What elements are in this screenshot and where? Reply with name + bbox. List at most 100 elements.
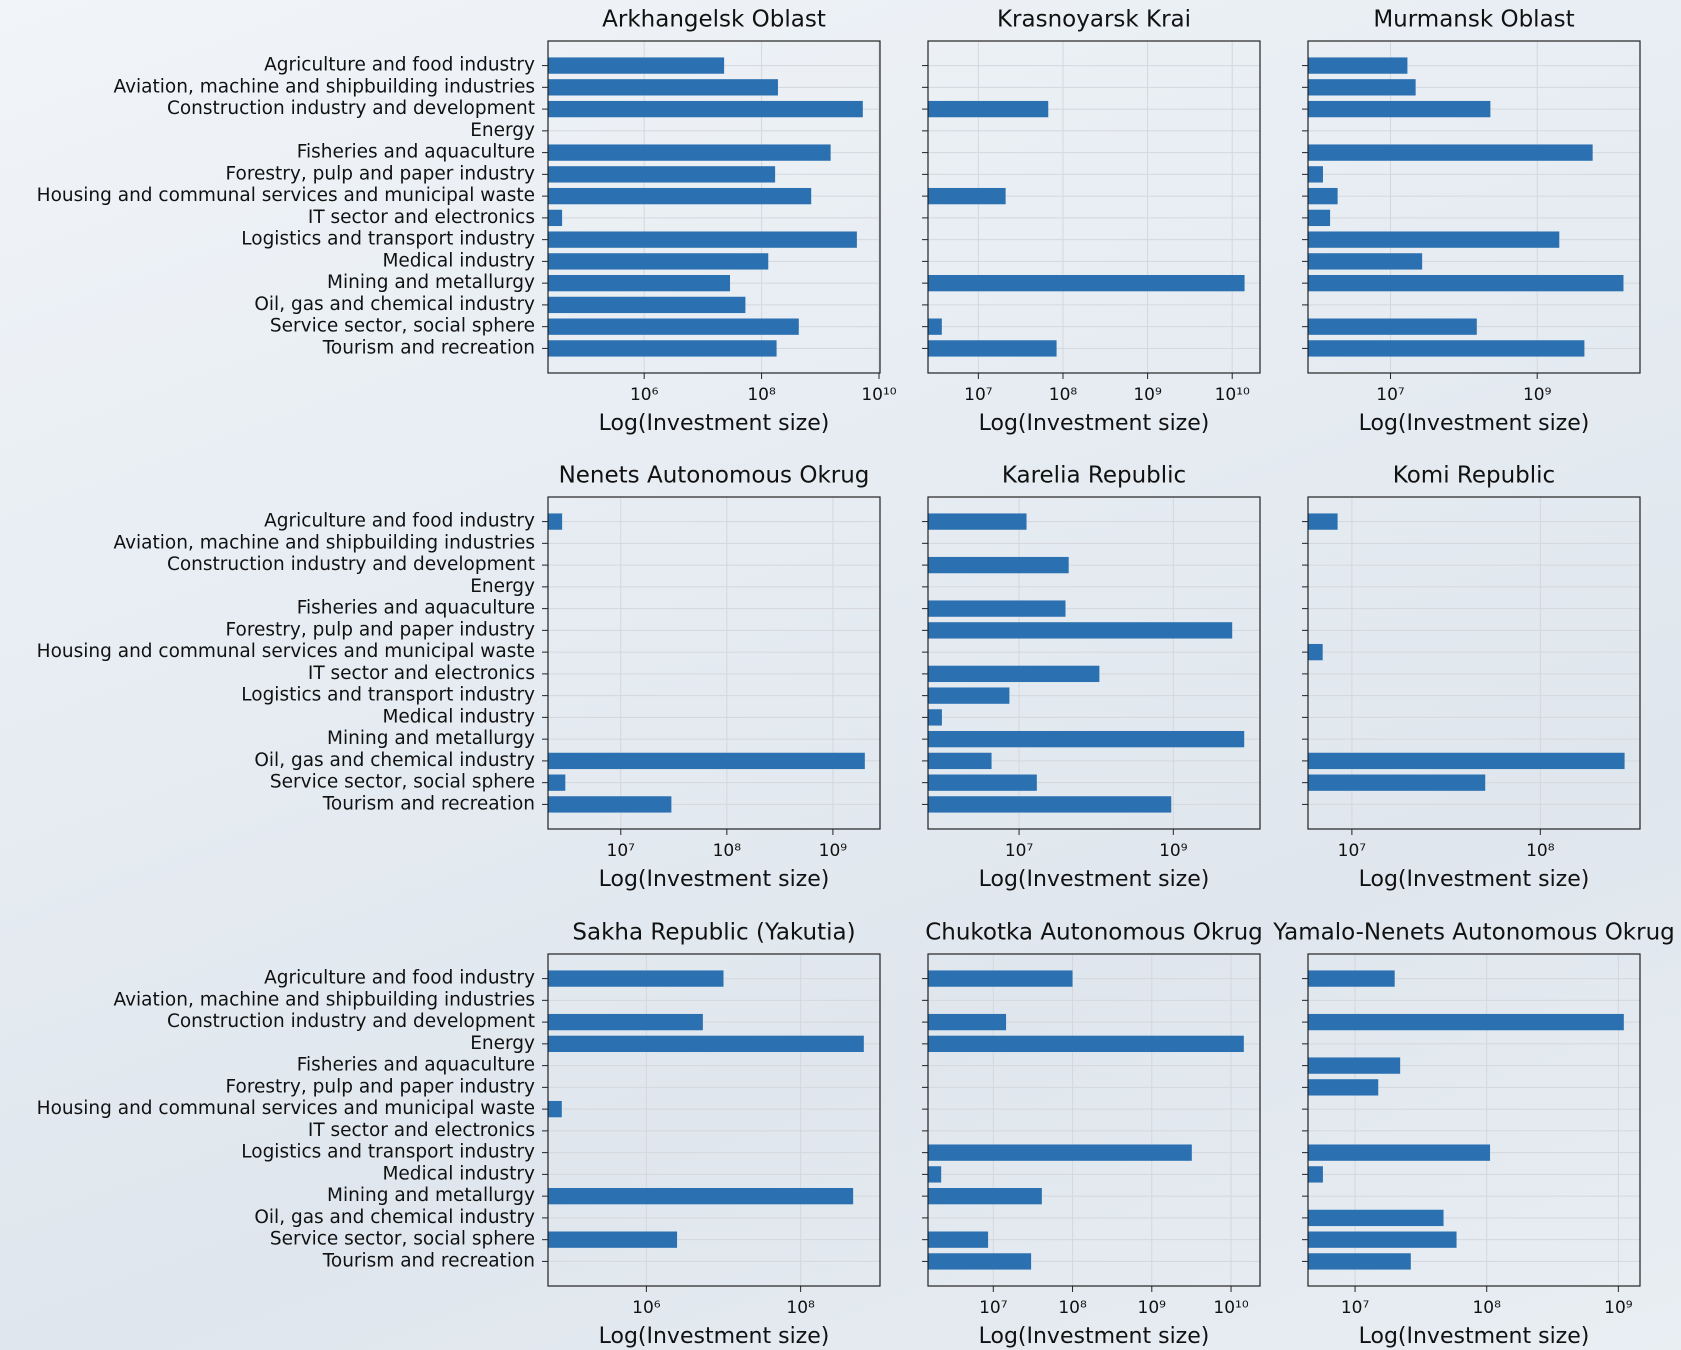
bar	[1308, 79, 1416, 95]
y-tick-label: Oil, gas and chemical industry	[254, 750, 535, 771]
y-tick-label: Agriculture and food industry	[264, 968, 535, 989]
bar	[548, 796, 671, 812]
bar	[1308, 513, 1338, 529]
bar	[548, 231, 857, 247]
y-tick-label: Fisheries and aquaculture	[297, 142, 535, 163]
y-tick-label: Service sector, social sphere	[270, 772, 535, 793]
bar	[1308, 1014, 1624, 1030]
bar	[548, 513, 562, 529]
y-tick-label: Oil, gas and chemical industry	[254, 294, 535, 315]
bar	[928, 666, 1099, 682]
x-tick-label: 10⁷	[607, 841, 636, 861]
x-tick-label: 10⁷	[1005, 841, 1034, 861]
x-axis-label: Log(Investment size)	[979, 1324, 1210, 1349]
y-tick-label: Forestry, pulp and paper industry	[226, 619, 536, 640]
bar	[928, 1166, 941, 1182]
bar	[928, 101, 1048, 117]
bar	[548, 340, 777, 356]
bar	[548, 166, 775, 182]
chart: Arkhangelsk OblastLog(Investment size)10…	[0, 0, 1681, 1350]
bar	[928, 622, 1232, 638]
x-tick-label: 10⁶	[630, 385, 659, 405]
x-tick-label: 10⁹	[1159, 841, 1188, 861]
bar	[548, 1101, 562, 1117]
bar	[928, 188, 1006, 204]
bar	[1308, 340, 1584, 356]
bar	[548, 144, 831, 160]
bar	[548, 970, 723, 986]
y-tick-label: Tourism and recreation	[322, 337, 535, 358]
y-tick-label: Logistics and transport industry	[241, 1142, 535, 1163]
bar	[548, 275, 730, 291]
bar	[1308, 1057, 1400, 1073]
y-tick-label: Mining and metallurgy	[327, 272, 535, 293]
bar	[1308, 253, 1422, 269]
y-tick-label: IT sector and electronics	[308, 663, 535, 684]
bar	[928, 796, 1171, 812]
x-tick-label: 10⁶	[632, 1298, 661, 1318]
x-tick-label: 10⁹	[1138, 1298, 1167, 1318]
bar	[548, 319, 799, 335]
bar	[548, 1232, 677, 1248]
y-tick-label: Medical industry	[382, 706, 535, 727]
x-tick-label: 10⁹	[1133, 385, 1162, 405]
y-tick-label: Service sector, social sphere	[270, 316, 535, 337]
bar	[928, 775, 1037, 791]
y-tick-label: Service sector, social sphere	[270, 1229, 535, 1250]
y-tick-label: IT sector and electronics	[308, 207, 535, 228]
x-tick-label: 10⁸	[713, 841, 742, 861]
bar	[1308, 1253, 1411, 1269]
x-tick-label: 10⁸	[1472, 1298, 1501, 1318]
bar	[548, 188, 811, 204]
bar	[548, 775, 565, 791]
bar	[1308, 57, 1407, 73]
y-tick-label: Aviation, machine and shipbuilding indus…	[114, 989, 535, 1010]
x-axis-label: Log(Investment size)	[979, 411, 1210, 436]
y-tick-label: Construction industry and development	[167, 1011, 535, 1032]
x-tick-label: 10¹⁰	[1213, 1298, 1248, 1318]
y-tick-label: Medical industry	[382, 1163, 535, 1184]
x-axis-label: Log(Investment size)	[1359, 411, 1590, 436]
y-tick-label: Housing and communal services and munici…	[37, 641, 535, 662]
x-tick-label: 10⁷	[964, 385, 993, 405]
x-axis-label: Log(Investment size)	[599, 1324, 830, 1349]
bar	[1308, 1166, 1323, 1182]
bar	[928, 1014, 1006, 1030]
x-tick-label: 10⁷	[1376, 385, 1405, 405]
x-tick-label: 10⁸	[1049, 385, 1078, 405]
bar	[1308, 231, 1559, 247]
y-tick-label: Tourism and recreation	[322, 793, 535, 814]
bar	[928, 731, 1244, 747]
y-tick-label: Energy	[470, 1033, 535, 1054]
y-tick-label: Medical industry	[382, 250, 535, 271]
x-tick-label: 10¹⁰	[861, 385, 896, 405]
y-tick-label: Mining and metallurgy	[327, 1185, 535, 1206]
y-tick-label: Logistics and transport industry	[241, 685, 535, 706]
bar	[928, 1232, 988, 1248]
bar	[928, 340, 1057, 356]
bar	[1308, 1232, 1457, 1248]
bar	[548, 210, 562, 226]
bar	[1308, 753, 1625, 769]
bar	[548, 753, 865, 769]
panel-title: Chukotka Autonomous Okrug	[925, 920, 1263, 946]
bar	[928, 1036, 1244, 1052]
y-tick-label: Housing and communal services and munici…	[37, 1098, 535, 1119]
x-tick-label: 10⁷	[1341, 1298, 1370, 1318]
bar	[1308, 210, 1330, 226]
bar	[928, 557, 1069, 573]
bar	[1308, 275, 1623, 291]
bar	[1308, 166, 1323, 182]
x-tick-label: 10¹⁰	[1215, 385, 1250, 405]
panel-title: Krasnoyarsk Krai	[997, 7, 1191, 33]
x-axis-label: Log(Investment size)	[1359, 1324, 1590, 1349]
bar	[928, 600, 1065, 616]
y-tick-label: Agriculture and food industry	[264, 511, 535, 532]
bar	[1308, 188, 1338, 204]
bar	[928, 709, 942, 725]
y-tick-label: Construction industry and development	[167, 554, 535, 575]
x-tick-label: 10⁷	[979, 1298, 1008, 1318]
x-tick-label: 10⁸	[786, 1298, 815, 1318]
y-tick-label: Energy	[470, 120, 535, 141]
panel-title: Murmansk Oblast	[1373, 7, 1574, 33]
